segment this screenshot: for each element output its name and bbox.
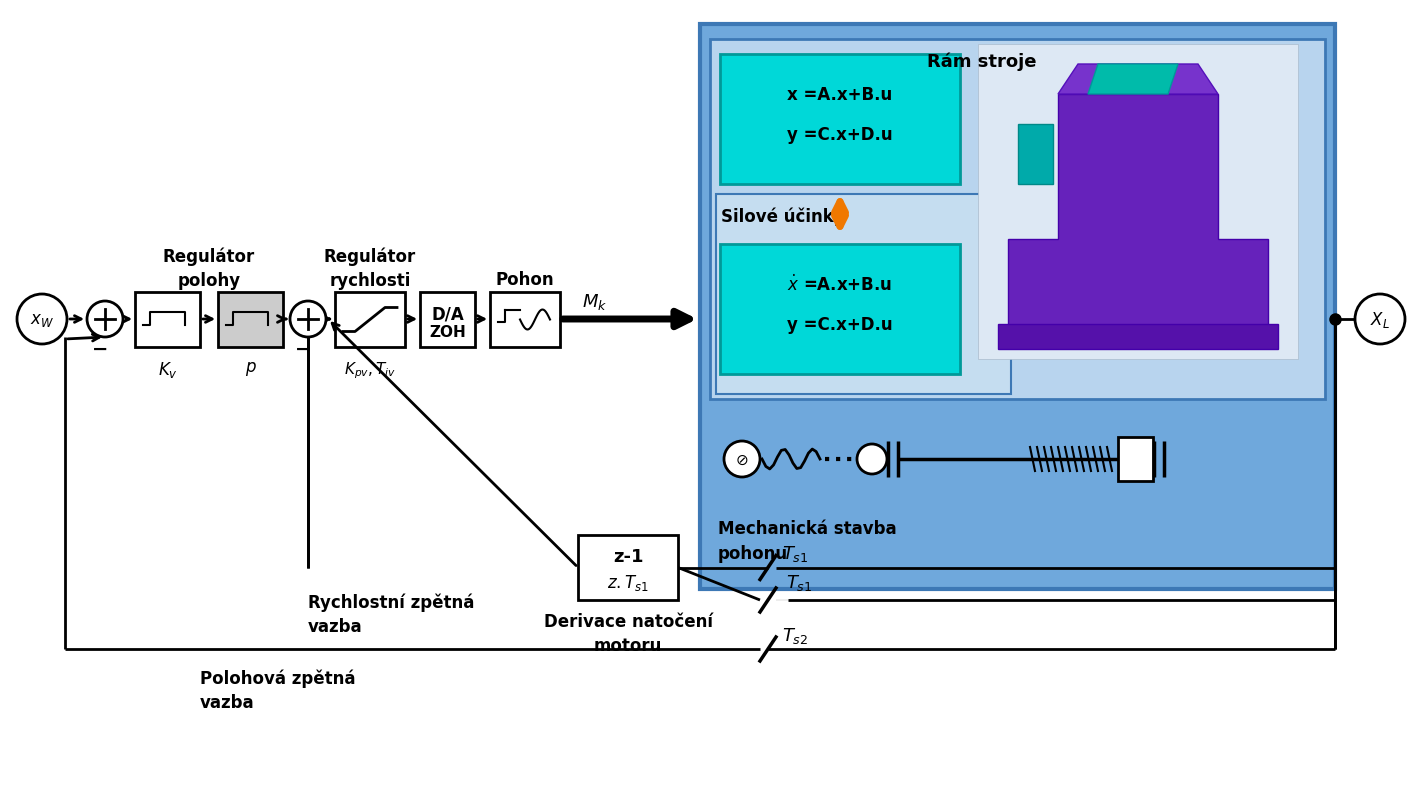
Text: Mechanická stavba
pohonu: Mechanická stavba pohonu [718,520,897,562]
Polygon shape [1058,65,1219,95]
Text: $M_k$: $M_k$ [582,291,608,312]
Circle shape [290,302,326,337]
Bar [720,55,959,185]
Text: −: − [92,340,108,359]
Bar [218,292,283,348]
Text: Regulátor
polohy: Regulátor polohy [163,247,255,290]
Text: $p$: $p$ [245,360,256,377]
Text: $z.T_{s1}$: $z.T_{s1}$ [606,572,649,592]
Text: $x_W$: $x_W$ [30,311,54,328]
Circle shape [724,442,760,478]
Bar [1118,438,1153,482]
Text: y =C.x+D.u: y =C.x+D.u [788,316,893,333]
Text: Derivace natočení
motoru: Derivace natočení motoru [544,612,713,654]
Text: $T_{s1}$: $T_{s1}$ [782,544,809,564]
Bar [978,45,1298,360]
Bar [419,292,475,348]
Text: $\dot{x}$ =A.x+B.u: $\dot{x}$ =A.x+B.u [788,275,893,295]
Circle shape [1355,295,1406,344]
Circle shape [17,295,67,344]
Bar [490,292,560,348]
Text: x =A.x+B.u: x =A.x+B.u [788,86,893,104]
Text: z-1: z-1 [612,548,643,566]
Text: $T_{s2}$: $T_{s2}$ [782,626,808,645]
Text: Silové účinky: Silové účinky [721,207,845,226]
Bar [135,292,200,348]
Circle shape [857,444,887,475]
Text: ZOH: ZOH [429,324,466,340]
Text: ⊘: ⊘ [735,452,748,467]
Text: Rám stroje: Rám stroje [928,53,1037,71]
Text: D/A: D/A [431,305,463,323]
Text: $K_v$: $K_v$ [157,360,177,380]
Bar [720,245,959,374]
Bar [998,324,1278,349]
Bar [710,40,1325,400]
Bar [700,25,1335,589]
Bar [578,536,677,601]
Text: $K_{pv},T_{iv}$: $K_{pv},T_{iv}$ [344,360,395,380]
Bar [1017,124,1053,185]
Bar [716,195,1010,394]
Text: $T_{s1}$: $T_{s1}$ [786,573,812,593]
Text: Regulátor
rychlosti: Regulátor rychlosti [324,247,417,290]
Text: Polohová zpětná
vazba: Polohová zpětná vazba [200,669,356,711]
Text: Pohon: Pohon [496,271,554,288]
Polygon shape [1007,95,1268,340]
Circle shape [86,302,123,337]
Polygon shape [1088,65,1178,95]
Bar [334,292,405,348]
Text: −: − [295,340,312,359]
Text: y =C.x+D.u: y =C.x+D.u [788,126,893,144]
Text: $X_L$: $X_L$ [1370,310,1390,329]
Text: Rychlostní zpětná
vazba: Rychlostní zpětná vazba [307,593,475,635]
